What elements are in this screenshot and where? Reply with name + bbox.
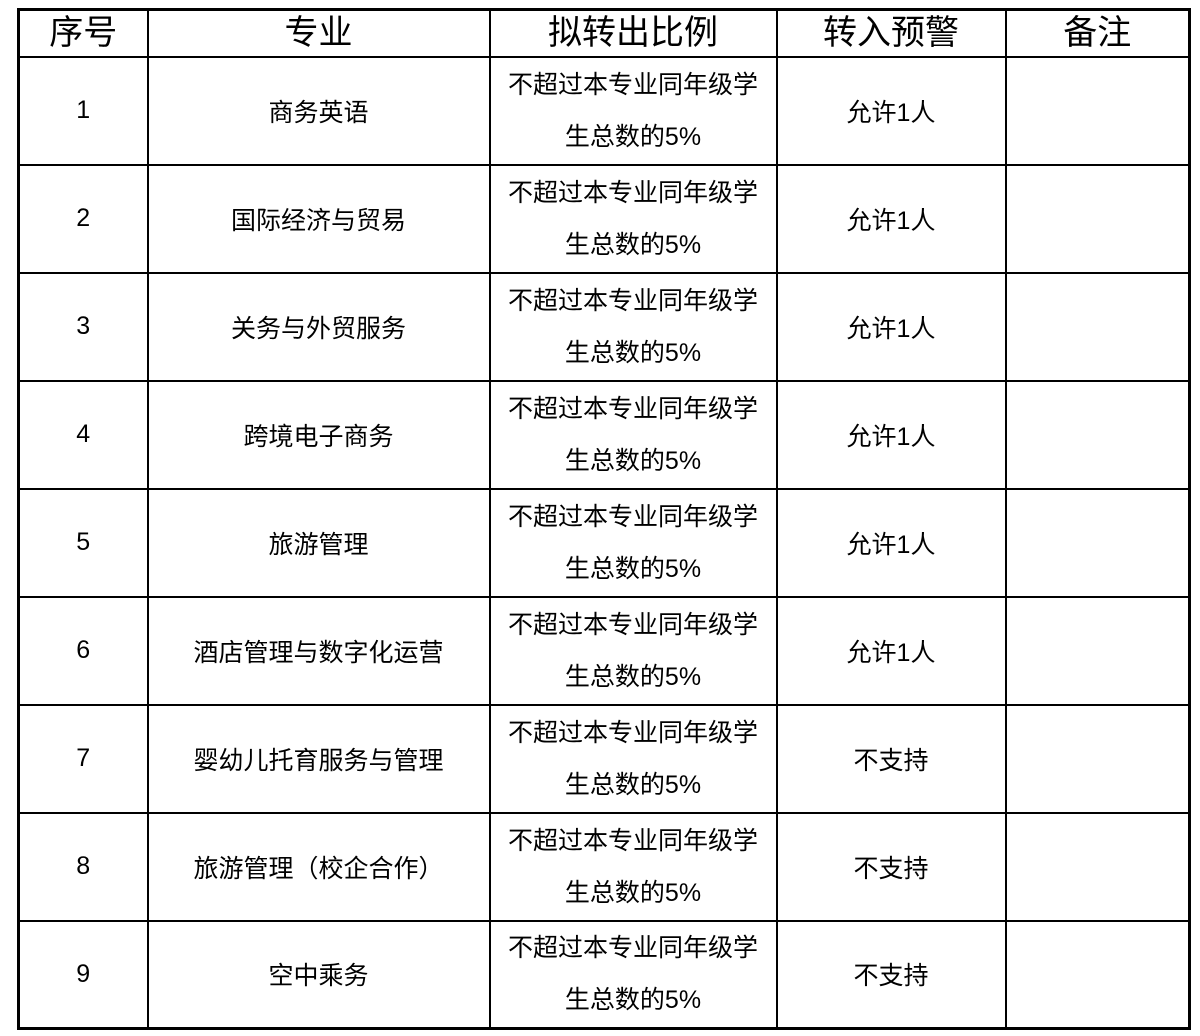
cell-ratio: 不超过本专业同年级学生总数的5% xyxy=(488,55,778,166)
cell-ratio: 不超过本专业同年级学生总数的5% xyxy=(488,595,778,706)
cell-index: 9 xyxy=(17,919,149,1030)
cell-major: 关务与外贸服务 xyxy=(146,271,491,382)
cell-warning: 允许1人 xyxy=(775,55,1007,166)
cell-major: 国际经济与贸易 xyxy=(146,163,491,274)
table-row: 5 旅游管理 不超过本专业同年级学生总数的5% 允许1人 xyxy=(17,487,1191,598)
cell-ratio: 不超过本专业同年级学生总数的5% xyxy=(488,703,778,814)
cell-warning: 允许1人 xyxy=(775,163,1007,274)
cell-ratio: 不超过本专业同年级学生总数的5% xyxy=(488,487,778,598)
cell-ratio: 不超过本专业同年级学生总数的5% xyxy=(488,271,778,382)
table-row: 4 跨境电子商务 不超过本专业同年级学生总数的5% 允许1人 xyxy=(17,379,1191,490)
ratio-text: 不超过本专业同年级学生总数的5% xyxy=(507,70,758,151)
cell-warning: 允许1人 xyxy=(775,271,1007,382)
ratio-text: 不超过本专业同年级学生总数的5% xyxy=(507,502,758,583)
cell-index: 6 xyxy=(17,595,149,706)
cell-index: 8 xyxy=(17,811,149,922)
table-row: 2 国际经济与贸易 不超过本专业同年级学生总数的5% 允许1人 xyxy=(17,163,1191,274)
ratio-text: 不超过本专业同年级学生总数的5% xyxy=(507,178,758,259)
header-cell-warning: 转入预警 xyxy=(775,8,1007,58)
cell-major: 跨境电子商务 xyxy=(146,379,491,490)
ratio-text: 不超过本专业同年级学生总数的5% xyxy=(507,394,758,475)
cell-major: 旅游管理 xyxy=(146,487,491,598)
header-cell-remark: 备注 xyxy=(1004,8,1191,58)
cell-index: 1 xyxy=(17,55,149,166)
table-row: 7 婴幼儿托育服务与管理 不超过本专业同年级学生总数的5% 不支持 xyxy=(17,703,1191,814)
cell-major: 旅游管理（校企合作） xyxy=(146,811,491,922)
cell-remark xyxy=(1004,55,1191,166)
header-cell-index: 序号 xyxy=(17,8,149,58)
cell-major: 商务英语 xyxy=(146,55,491,166)
ratio-text: 不超过本专业同年级学生总数的5% xyxy=(507,718,758,799)
cell-ratio: 不超过本专业同年级学生总数的5% xyxy=(488,811,778,922)
table-row: 6 酒店管理与数字化运营 不超过本专业同年级学生总数的5% 允许1人 xyxy=(17,595,1191,706)
cell-major: 酒店管理与数字化运营 xyxy=(146,595,491,706)
cell-warning: 允许1人 xyxy=(775,595,1007,706)
header-cell-major: 专业 xyxy=(146,8,491,58)
cell-index: 3 xyxy=(17,271,149,382)
cell-index: 4 xyxy=(17,379,149,490)
ratio-text: 不超过本专业同年级学生总数的5% xyxy=(507,826,758,907)
table-row: 8 旅游管理（校企合作） 不超过本专业同年级学生总数的5% 不支持 xyxy=(17,811,1191,922)
header-cell-ratio: 拟转出比例 xyxy=(488,8,778,58)
cell-remark xyxy=(1004,595,1191,706)
cell-ratio: 不超过本专业同年级学生总数的5% xyxy=(488,379,778,490)
table-body: 1 商务英语 不超过本专业同年级学生总数的5% 允许1人 2 国际经济与贸易 不超过本专业同… xyxy=(17,55,1191,1030)
table-row: 9 空中乘务 不超过本专业同年级学生总数的5% 不支持 xyxy=(17,919,1191,1030)
cell-major: 婴幼儿托育服务与管理 xyxy=(146,703,491,814)
cell-ratio: 不超过本专业同年级学生总数的5% xyxy=(488,919,778,1030)
cell-index: 2 xyxy=(17,163,149,274)
major-transfer-table: 序号 专业 拟转出比例 转入预警 备注 1 商务英语 不超过本专业同年级学生总数的5% 允许1… xyxy=(17,8,1191,1030)
cell-warning: 允许1人 xyxy=(775,487,1007,598)
table-row: 3 关务与外贸服务 不超过本专业同年级学生总数的5% 允许1人 xyxy=(17,271,1191,382)
cell-remark xyxy=(1004,163,1191,274)
cell-index: 5 xyxy=(17,487,149,598)
table-header-row: 序号 专业 拟转出比例 转入预警 备注 xyxy=(17,8,1191,58)
cell-warning: 不支持 xyxy=(775,811,1007,922)
cell-warning: 不支持 xyxy=(775,919,1007,1030)
cell-warning: 允许1人 xyxy=(775,379,1007,490)
cell-major: 空中乘务 xyxy=(146,919,491,1030)
ratio-text: 不超过本专业同年级学生总数的5% xyxy=(507,934,758,1015)
cell-index: 7 xyxy=(17,703,149,814)
ratio-text: 不超过本专业同年级学生总数的5% xyxy=(507,286,758,367)
cell-remark xyxy=(1004,271,1191,382)
cell-remark xyxy=(1004,703,1191,814)
ratio-text: 不超过本专业同年级学生总数的5% xyxy=(507,610,758,691)
cell-remark xyxy=(1004,379,1191,490)
cell-ratio: 不超过本专业同年级学生总数的5% xyxy=(488,163,778,274)
cell-remark xyxy=(1004,811,1191,922)
cell-remark xyxy=(1004,487,1191,598)
cell-warning: 不支持 xyxy=(775,703,1007,814)
table-row: 1 商务英语 不超过本专业同年级学生总数的5% 允许1人 xyxy=(17,55,1191,166)
cell-remark xyxy=(1004,919,1191,1030)
